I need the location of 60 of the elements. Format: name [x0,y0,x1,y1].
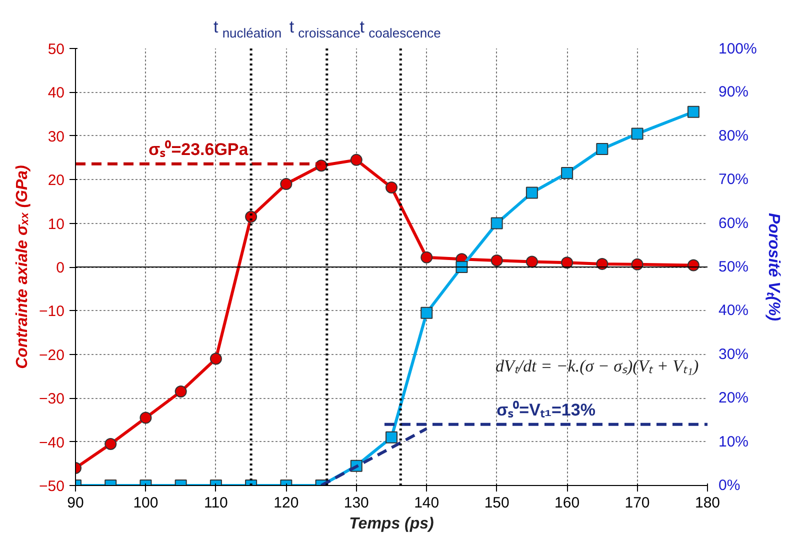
point [687,106,700,118]
y2-tick-label: 80% [718,127,749,144]
y2-tick-label: 10% [718,433,749,450]
point [490,254,503,266]
point [420,251,433,264]
series-label: σₛ⁰=23.6GPa [148,140,249,159]
x-axis-title: Temps (ps) [349,516,434,532]
y-tick-label: −40 [39,434,65,452]
point [490,217,503,230]
x-tick-label: 110 [204,494,228,512]
y-tick-label: 50 [48,41,65,58]
y2-tick-label: 0% [718,477,740,494]
point [526,256,538,268]
x-tick-label: 180 [694,494,720,512]
y2-axis-title: Porosité Vₜ(%) [764,212,782,322]
y-tick-label: −30 [39,390,65,408]
annotation: dVₜ/dt = −k.(σ − σₛ)(Vₜ + Vₜ₁) [496,356,699,376]
point [561,256,574,269]
point [104,438,117,450]
y2-tick-label: 100% [718,40,757,58]
point [596,258,608,270]
x-tick-label: 150 [484,494,510,512]
series-label: σₛ⁰=Vₜ₁=13% [496,400,596,420]
y-tick-label: 20 [48,172,65,190]
y-tick-label: 30 [48,128,65,146]
x-tick-label: 160 [554,494,580,512]
y-tick-label: −20 [39,346,65,364]
point [420,306,433,319]
x-tick-label: 120 [274,494,299,512]
y2-tick-label: 20% [718,390,749,407]
x-tick-label: 140 [414,494,440,512]
x-tick-label: 170 [624,494,650,512]
y2-tick-label: 70% [718,171,749,188]
x-tick-label: 90 [67,494,84,512]
point [456,261,468,273]
x-tick-label: 100 [133,494,158,512]
y-axis-title: Contrainte axiale σₓₓ (GPa) [14,165,32,369]
y2-tick-label: 30% [718,346,749,363]
point [140,412,152,424]
point [350,154,362,166]
point [526,186,538,199]
point [631,258,644,270]
y2-tick-label: 90% [718,84,749,101]
point [687,259,700,272]
y-tick-label: 10 [48,216,65,233]
y-tick-label: 0 [56,260,64,276]
y-tick-label: 40 [48,84,65,102]
y2-tick-label: 60% [718,214,749,232]
point [561,167,574,180]
point [210,352,222,365]
point [174,386,187,398]
y2-tick-label: 50% [718,258,749,276]
y-tick-label: −10 [39,303,65,320]
point [280,178,292,190]
x-tick-label: 130 [344,494,369,512]
y2-tick-label: 40% [718,302,749,320]
point [386,181,398,194]
point [631,128,644,140]
y-tick-label: −50 [39,478,65,495]
point [596,143,608,156]
